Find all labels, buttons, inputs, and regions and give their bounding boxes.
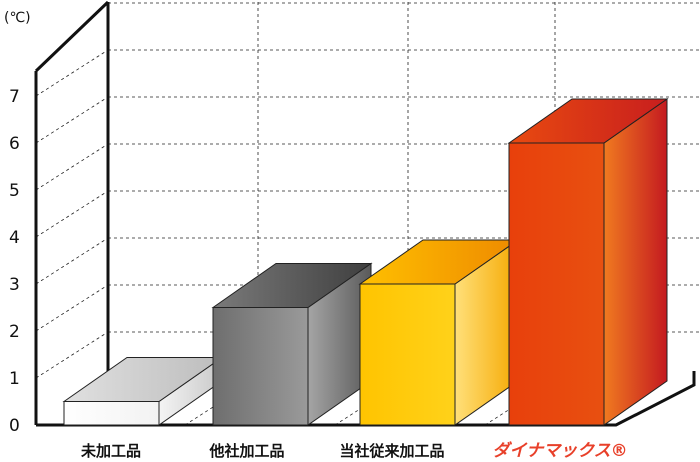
bars (62, 98, 669, 426)
bar-front (508, 142, 605, 426)
y-tick-label: 2 (9, 322, 20, 342)
grid-line-depth (35, 143, 109, 191)
y-tick-label: 7 (9, 87, 20, 107)
bar (358, 239, 520, 426)
grid-line-depth (35, 190, 109, 238)
y-tick-label: 1 (9, 369, 20, 389)
bar (62, 356, 224, 426)
x-category-label: 他社加工品 (208, 442, 284, 460)
y-tick-label: 6 (9, 134, 20, 154)
y-tick-label: 5 (9, 181, 20, 201)
bar-front (63, 401, 160, 426)
grid-line-depth (35, 49, 109, 97)
x-axis-floor (36, 371, 696, 427)
grid-line-depth (35, 237, 109, 285)
y-tick-label: 0 (9, 416, 20, 436)
x-category-label: ダイナマックス® (492, 441, 627, 461)
x-category-label: 未加工品 (80, 442, 141, 460)
grid-line-depth (35, 96, 109, 144)
category-labels: 未加工品 他社加工品 当社従来加工品 ダイナマックス® (80, 441, 628, 461)
grid-line-depth (35, 284, 109, 332)
axes (34, 0, 696, 427)
top-depth-edge (34, 0, 110, 73)
bar-side (603, 98, 668, 426)
grid-line-depth (35, 331, 109, 379)
bar-front (359, 283, 456, 426)
y-axis-unit-label: (℃) (4, 10, 31, 26)
x-category-label: 当社従来加工品 (339, 442, 444, 460)
y-tick-labels: 0 1 2 3 4 5 6 7 (9, 87, 20, 436)
bar-front (212, 307, 309, 426)
bar (507, 98, 669, 426)
y-tick-label: 3 (9, 275, 20, 295)
bar (211, 262, 373, 426)
y-tick-label: 4 (9, 228, 20, 248)
